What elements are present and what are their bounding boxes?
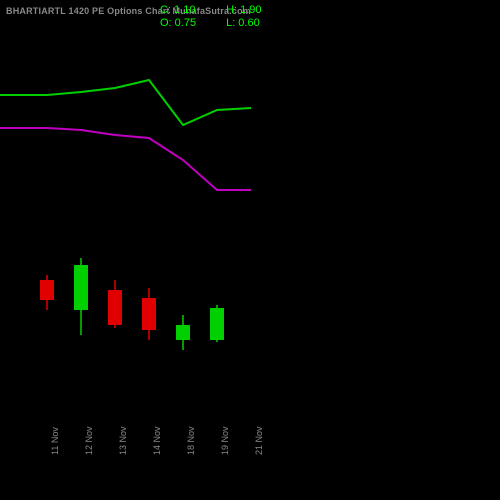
candle-body	[40, 280, 54, 300]
x-axis-label: 14 Nov	[152, 426, 162, 455]
x-axis-label: 19 Nov	[220, 426, 230, 455]
low-value: L: 0.60	[226, 17, 261, 29]
open-value: O: 0.75	[160, 17, 196, 29]
x-axis-label: 18 Nov	[186, 426, 196, 455]
candle-body	[108, 290, 122, 325]
x-axis-label: 11 Nov	[50, 427, 60, 455]
x-axis-label: 12 Nov	[84, 426, 94, 455]
close-value: C: 1.10	[160, 4, 196, 16]
x-axis-label: 21 Nov	[254, 426, 264, 455]
candle-body	[142, 298, 156, 330]
candle-body	[74, 265, 88, 310]
x-axis-label: 13 Nov	[118, 426, 128, 455]
chart-area	[20, 30, 340, 410]
ohlc-panel: C: 1.10 O: 0.75 H: 1.90 L: 0.60	[160, 4, 262, 29]
chart-svg	[20, 30, 340, 410]
candle-body	[210, 308, 224, 340]
x-axis-labels: 11 Nov 12 Nov 13 Nov 14 Nov 18 Nov 19 Nov 21 N…	[20, 415, 340, 485]
candle-body	[176, 325, 190, 340]
high-value: H: 1.90	[226, 4, 261, 16]
